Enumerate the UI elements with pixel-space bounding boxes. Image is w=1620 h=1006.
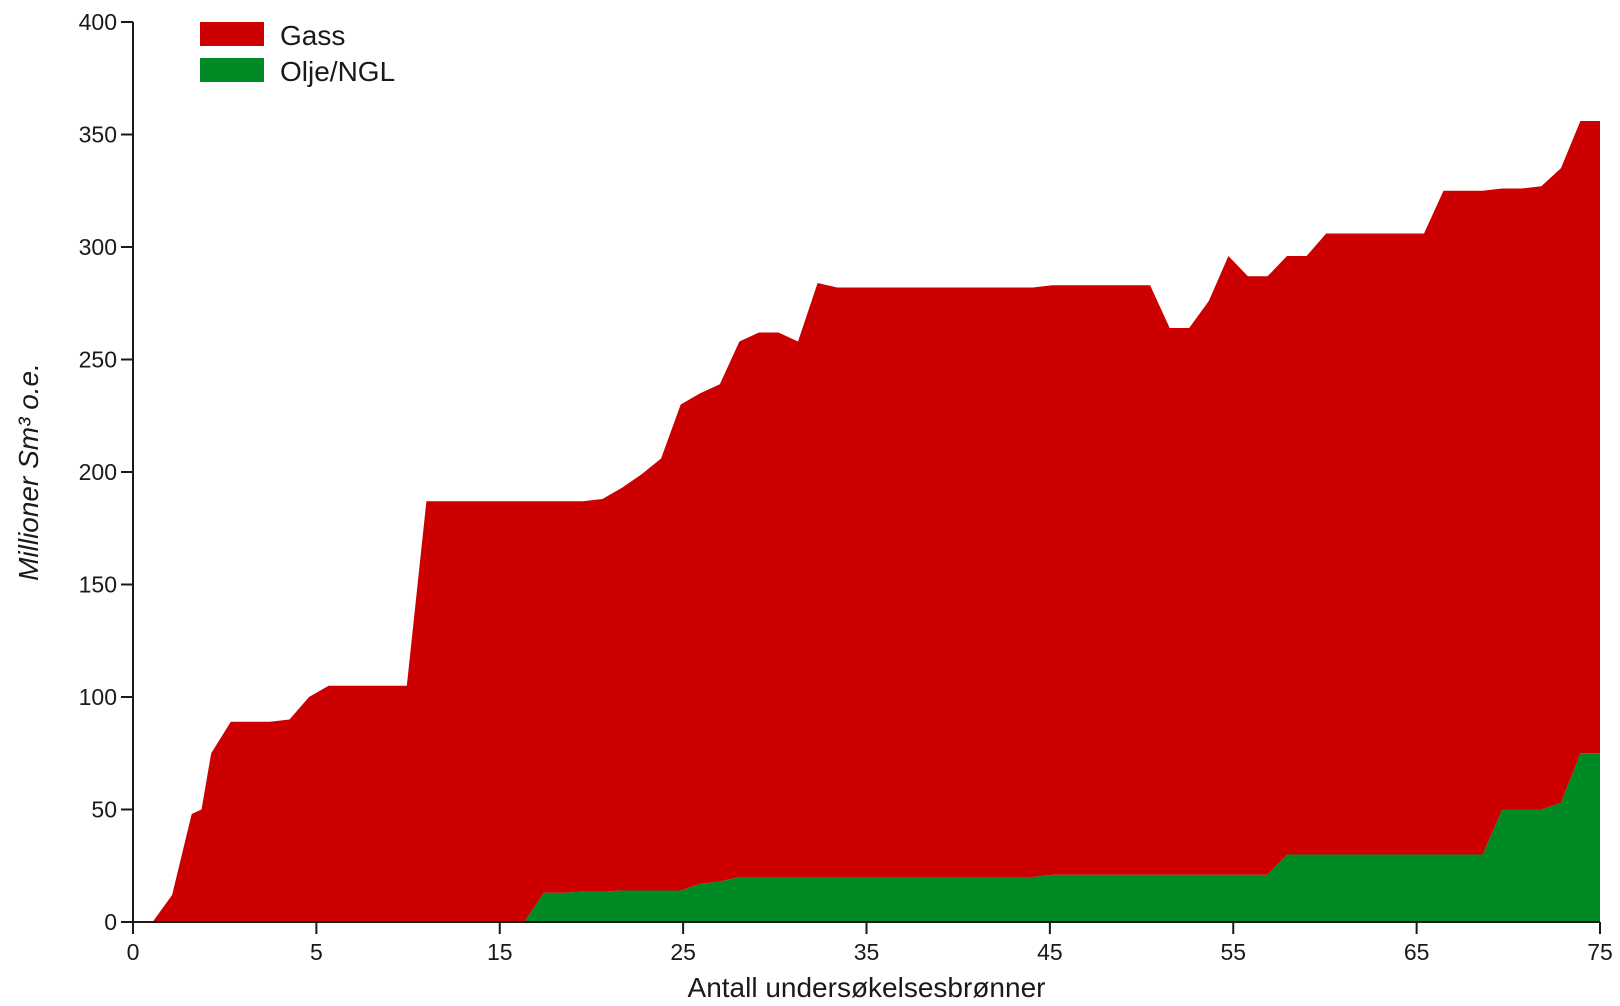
x-tick-label: 25 xyxy=(670,939,696,965)
x-axis-title: Antall undersøkelsesbrønner xyxy=(688,972,1046,1003)
tick-layer: 0 50 100 150 200 250 300 350 400 0 5 15 25 35 45 55 65 75 xyxy=(79,9,1613,965)
x-tick-label: 65 xyxy=(1404,939,1430,965)
x-tick-label: 0 xyxy=(127,939,140,965)
y-tick-label: 200 xyxy=(79,459,117,485)
x-tick-label: 45 xyxy=(1037,939,1063,965)
legend-label-olje-ngl: Olje/NGL xyxy=(280,56,395,87)
legend-label-gass: Gass xyxy=(280,20,345,51)
area-olje-ngl xyxy=(133,753,1600,922)
x-tick-label: 75 xyxy=(1587,939,1613,965)
legend-swatch-olje-ngl xyxy=(200,58,264,82)
x-tick-label: 35 xyxy=(854,939,880,965)
y-tick-label: 50 xyxy=(91,797,117,823)
area-gass xyxy=(133,121,1600,922)
legend-swatch-gass xyxy=(200,22,264,46)
y-tick-label: 400 xyxy=(79,9,117,35)
y-tick-label: 100 xyxy=(79,684,117,710)
legend: Gass Olje/NGL xyxy=(200,20,395,87)
y-tick-label: 250 xyxy=(79,347,117,373)
area-series-layer xyxy=(133,121,1600,922)
y-tick-label: 0 xyxy=(104,909,117,935)
x-tick-label: 15 xyxy=(487,939,513,965)
y-axis-title: Millioner Sm³ o.e. xyxy=(13,363,44,581)
x-tick-label: 55 xyxy=(1220,939,1246,965)
y-tick-label: 300 xyxy=(79,234,117,260)
y-tick-label: 150 xyxy=(79,572,117,598)
x-tick-label: 5 xyxy=(310,939,323,965)
y-tick-label: 350 xyxy=(79,122,117,148)
